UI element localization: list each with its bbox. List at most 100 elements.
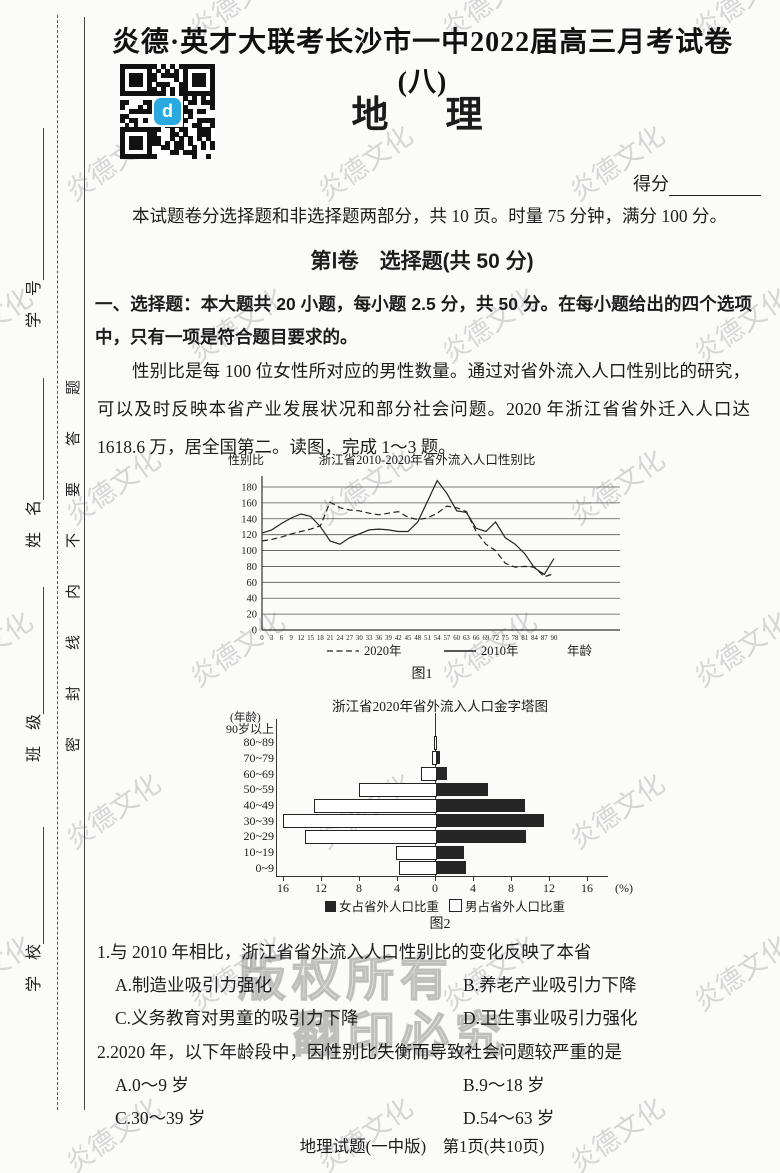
- svg-text:120: 120: [241, 530, 257, 541]
- pyramid-axis-ticklabel: 4: [394, 881, 400, 895]
- question-2: 2.2020 年，以下年龄段中，因性别比失衡而导致社会问题较严重的是 A.0～9…: [97, 1036, 752, 1135]
- svg-text:78: 78: [512, 635, 519, 642]
- pyramid-category-label: 30~39: [243, 813, 275, 828]
- pyramid-axis-unit: (%): [615, 881, 633, 895]
- school-blank: [28, 827, 44, 944]
- pyramid-x-axis: [276, 876, 608, 878]
- pyramid-category-label: 50~59: [243, 782, 275, 797]
- svg-text:81: 81: [521, 635, 528, 642]
- copyright-watermark: 版权所有 翻印必究: [237, 952, 510, 1064]
- svg-text:20: 20: [247, 610, 258, 621]
- svg-text:年龄: 年龄: [567, 644, 593, 658]
- svg-text:2010年: 2010年: [481, 644, 519, 658]
- question-1-option-c: C.义务教育对男童的吸引力下降: [115, 1008, 359, 1028]
- section1-instruction: 一、选择题：本大题共 20 小题，每小题 2.5 分，共 50 分。在每小题给出…: [95, 294, 752, 347]
- part1-heading: 第Ⅰ卷 选择题(共 50 分): [310, 250, 534, 273]
- svg-text:21: 21: [327, 635, 334, 642]
- svg-text:87: 87: [541, 635, 548, 642]
- svg-text:图1: 图1: [412, 667, 433, 682]
- svg-text:0: 0: [260, 635, 264, 642]
- pyramid-axis-ticklabel: 12: [315, 881, 327, 895]
- pyramid-bar-female: [436, 782, 489, 796]
- question-2-options: A.0～9 岁 B.9～18 岁 C.30～39 岁 D.54～63 岁: [97, 1069, 752, 1135]
- pyramid-category-label: 70~79: [243, 750, 275, 765]
- svg-text:57: 57: [444, 635, 451, 642]
- question-2-option-d: D.54～63 岁: [463, 1108, 555, 1128]
- pyramid-bar-male: [314, 798, 437, 813]
- pyramid-bar-female: [436, 861, 467, 875]
- pyramid-bar-male: [396, 845, 437, 860]
- svg-text:72: 72: [492, 635, 499, 642]
- class-blank: [28, 587, 44, 714]
- pyramid-bar-female: [436, 767, 448, 781]
- school-label: 学 校: [26, 943, 43, 992]
- exam-intro: 本试题卷分选择题和非选择题两部分，共 10 页。时量 75 分钟，满分 100 …: [132, 206, 727, 226]
- svg-text:66: 66: [473, 635, 480, 642]
- question-2-option-b: B.9～18 岁: [463, 1075, 545, 1095]
- pyramid-axis-ticklabel: 0: [432, 881, 438, 895]
- pyramid-bar-female: [436, 751, 440, 765]
- pyramid-axis-tick: [511, 877, 512, 881]
- pyramid-axis-tick: [283, 877, 284, 881]
- pyramid-category-label: 80~89: [243, 735, 275, 750]
- exam-header-title: 炎德·英才大联考长沙市一中2022届高三月考试卷(八): [111, 27, 734, 98]
- score-blank: [669, 175, 761, 196]
- pyramid-ylabel: (年龄): [230, 712, 261, 724]
- pyramid-axis-ticklabel: 4: [470, 881, 476, 895]
- svg-text:39: 39: [385, 635, 392, 642]
- pyramid-axis-ticklabel: 8: [356, 881, 362, 895]
- svg-text:45: 45: [405, 635, 412, 642]
- subject-title: 地 理: [351, 95, 493, 136]
- copyright-line2: 翻印必究: [292, 1008, 510, 1063]
- question-2-stem: 2.2020 年，以下年龄段中，因性别比失衡而导致社会问题较严重的是: [97, 1042, 622, 1062]
- watermark-text: 炎德文化: [688, 606, 780, 693]
- svg-text:6: 6: [280, 635, 284, 642]
- svg-text:性别比: 性别比: [228, 453, 264, 467]
- svg-text:15: 15: [307, 635, 314, 642]
- svg-text:0: 0: [252, 626, 257, 637]
- svg-text:浙江省2010-2020年省外流入人口性别比: 浙江省2010-2020年省外流入人口性别比: [319, 452, 536, 467]
- figure1-line-chart: 0 20 40 60 80 100 120 140 160 180 0 3 6 9 12 15 18 21 24 27…: [222, 450, 652, 690]
- svg-text:40: 40: [247, 594, 258, 605]
- pyramid-category-label: 40~49: [243, 798, 275, 812]
- pyramid-caption: 图2: [429, 917, 451, 932]
- qr-logo: d: [152, 96, 183, 127]
- svg-text:90: 90: [551, 635, 558, 642]
- watermark-text: 炎德文化: [0, 0, 39, 45]
- seal-instruction-text: 密封线内不要答题: [66, 343, 82, 752]
- question-1-options: A.制造业吸引力强化 B.养老产业吸引力下降 C.义务教育对男童的吸引力下降 D…: [97, 969, 752, 1035]
- watermark-text: 炎德文化: [60, 768, 167, 855]
- pyramid-axis-ticklabel: 12: [543, 881, 555, 895]
- qr-code: d: [120, 64, 216, 160]
- pyramid-axis-ticklabel: 16: [581, 881, 593, 895]
- pyramid-axis-tick: [397, 877, 398, 881]
- svg-text:60: 60: [247, 578, 258, 589]
- svg-text:27: 27: [346, 635, 353, 642]
- pyramid-axis-ticklabel: 8: [508, 881, 514, 895]
- pyramid-bar-male: [359, 782, 437, 797]
- question-1-number: 1.: [97, 942, 111, 962]
- svg-text:24: 24: [336, 635, 343, 642]
- school-field: 学 校: [20, 827, 44, 992]
- pyramid-bar-female: [436, 798, 526, 812]
- svg-text:63: 63: [463, 635, 470, 642]
- pyramid-category-label: 10~19: [243, 845, 275, 860]
- svg-text:9: 9: [289, 635, 293, 642]
- pyramid-axis-tick: [587, 877, 588, 881]
- svg-text:12: 12: [298, 635, 305, 642]
- question-1-option-b: B.养老产业吸引力下降: [463, 975, 637, 995]
- svg-text:180: 180: [241, 483, 257, 494]
- svg-text:51: 51: [424, 635, 431, 642]
- pyramid-category-label: 20~29: [243, 829, 275, 844]
- pyramid-category-label: 60~69: [243, 766, 275, 781]
- student-id-field: 学 号: [20, 128, 44, 328]
- score-label: 得分: [633, 174, 669, 194]
- pyramid-category-label: 0~9: [255, 860, 275, 875]
- svg-text:80: 80: [247, 562, 258, 573]
- svg-text:75: 75: [502, 635, 509, 642]
- legend-label: 女占省外人口比重: [338, 900, 439, 914]
- page-footer: 地理试题(一中版) 第1页(共10页): [299, 1137, 545, 1156]
- pyramid-bar-female: [436, 814, 545, 828]
- pyramid-bar-male: [304, 829, 437, 844]
